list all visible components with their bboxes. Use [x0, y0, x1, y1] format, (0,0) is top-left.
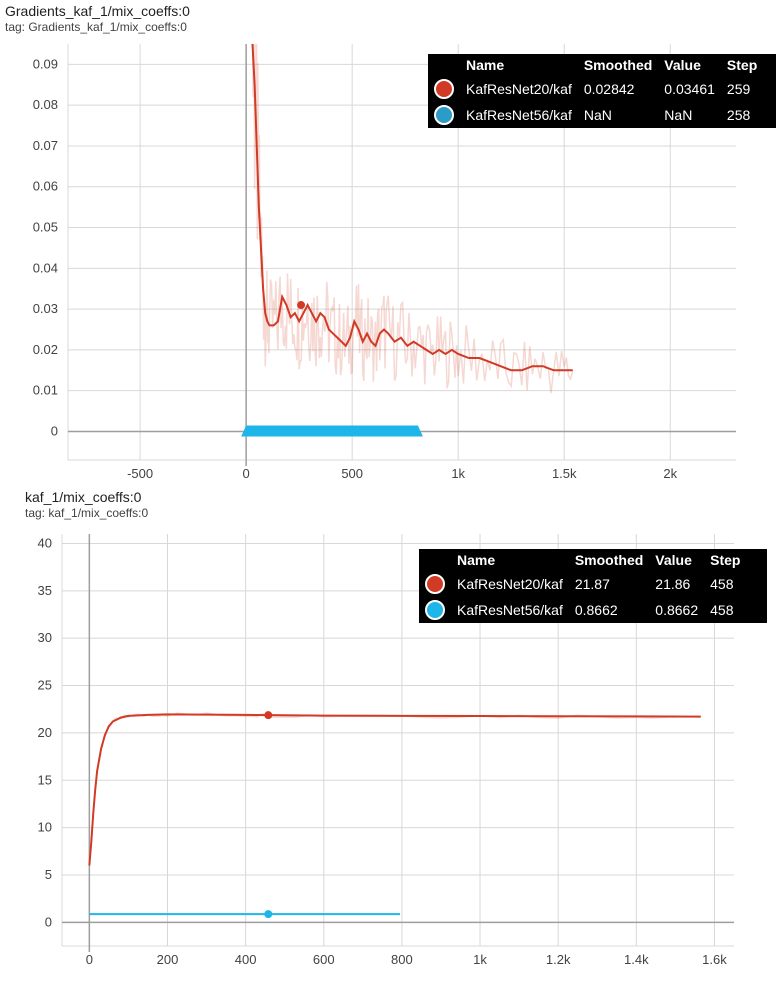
y-tick-label: 0.04: [33, 260, 58, 275]
tooltip-series-name: KafResNet56/kaf: [457, 602, 563, 618]
y-tick-label: 15: [38, 772, 52, 787]
chart1-title: Gradients_kaf_1/mix_coeffs:0: [5, 3, 190, 19]
series-smoothed-line-0: [251, 44, 573, 372]
tooltip-step: 458: [710, 602, 734, 618]
tooltip-value: 0.03461: [664, 81, 715, 97]
tooltip-row: KafResNet20/kaf 21.87 21.86 458: [419, 571, 746, 597]
y-tick-label: 35: [38, 583, 52, 598]
x-tick-label: 2k: [663, 466, 677, 481]
tooltip-row: KafResNet20/kaf 0.02842 0.03461 259: [428, 76, 763, 102]
tooltip-series-name: KafResNet20/kaf: [457, 576, 563, 592]
x-tick-label: 1.2k: [546, 952, 571, 967]
y-tick-label: 0.02: [33, 342, 58, 357]
y-tick-label: 10: [38, 820, 52, 835]
series-raw-line-0: [251, 44, 574, 394]
y-tick-label: 30: [38, 630, 52, 645]
tooltip-smoothed-value: 0.8662: [574, 602, 618, 618]
tooltip-header-name: Name: [457, 552, 496, 568]
series-raw-line-0: [88, 712, 701, 866]
series-group: [241, 44, 574, 437]
tooltip-row: KafResNet56/kaf NaN NaN 258: [428, 102, 763, 128]
chart1-tag: tag: Gradients_kaf_1/mix_coeffs:0: [5, 20, 187, 34]
series-hover-marker-1: [264, 910, 273, 919]
x-tick-label: 1.4k: [624, 952, 649, 967]
x-tick-label: 1k: [473, 952, 487, 967]
series-color-icon: [434, 105, 454, 125]
tooltip-series-name: KafResNet20/kaf: [466, 81, 572, 97]
y-tick-label: 0.08: [33, 97, 58, 112]
y-tick-label: 0.05: [33, 220, 58, 235]
x-tick-label: 400: [235, 952, 257, 967]
tooltip-header-smoothed: Smoothed: [583, 57, 653, 73]
tooltip-smoothed-value: 21.87: [574, 576, 610, 592]
tooltip-header-step: Step: [726, 57, 758, 73]
tooltip-header-step: Step: [710, 552, 741, 568]
tooltip-header-value: Value: [655, 552, 692, 568]
chart1-tooltip: Name Smoothed Value Step KafResNet20/kaf…: [428, 54, 776, 128]
series-color-icon: [434, 79, 454, 99]
tooltip-value: 0.8662: [655, 602, 699, 618]
tooltip-smoothed-value: 0.02842: [583, 81, 635, 97]
tooltip-header-value: Value: [664, 57, 701, 73]
y-tick-label: 0.07: [33, 138, 58, 153]
y-tick-label: 5: [45, 867, 52, 882]
y-tick-label: 0.01: [33, 383, 58, 398]
tooltip-smoothed-value: NaN: [583, 107, 612, 123]
x-tick-label: 1.6k: [702, 952, 727, 967]
y-tick-label: 40: [38, 535, 52, 550]
chart2-tag: tag: kaf_1/mix_coeffs:0: [25, 506, 149, 520]
x-tick-label: -500: [127, 466, 153, 481]
series-color-icon: [425, 600, 445, 620]
tooltip-step: 259: [726, 81, 751, 97]
y-tick-label: 0.09: [33, 56, 58, 71]
x-tick-label: 0: [86, 952, 93, 967]
x-tick-label: 1k: [451, 466, 465, 481]
y-tick-label: 0: [45, 914, 52, 929]
x-tick-label: 200: [157, 952, 179, 967]
tooltip-step: 458: [710, 576, 734, 592]
tooltip-value: NaN: [664, 107, 693, 123]
y-tick-label: 0.06: [33, 179, 58, 194]
x-tick-label: 500: [341, 466, 363, 481]
y-tick-label: 20: [38, 725, 52, 740]
y-tick-label: 0.03: [33, 301, 58, 316]
x-tick-label: 600: [313, 952, 335, 967]
series-smoothed-line-0: [88, 713, 701, 866]
series-group: [88, 712, 701, 916]
tooltip-series-name: KafResNet56/kaf: [466, 107, 572, 123]
chart2-title: kaf_1/mix_coeffs:0: [25, 489, 142, 505]
chart2-plot[interactable]: 0 200 400 600 800 1k 1.2k 1.4k 1.6k 0 5 10 15 20 25 30 3…: [0, 520, 778, 1000]
x-tick-label: 800: [391, 952, 413, 967]
series-hover-marker-0: [297, 301, 306, 310]
series-color-icon: [425, 574, 445, 594]
y-tick-label: 25: [38, 678, 52, 693]
series-band-1: [241, 425, 423, 437]
chart1-plot[interactable]: -500 0 500 1k 1.5k 2k 0 0.01 0.02 0.03 0.04 0.05 0.0…: [0, 0, 778, 490]
tooltip-row: KafResNet56/kaf 0.8662 0.8662 458: [419, 597, 746, 623]
tooltip-header-name: Name: [466, 57, 505, 73]
x-tick-label: 0: [243, 466, 250, 481]
tooltip-step: 258: [726, 107, 751, 123]
x-tick-label: 1.5k: [552, 466, 577, 481]
tooltip-header-smoothed: Smoothed: [574, 552, 644, 568]
y-tick-label: 0: [51, 423, 58, 438]
series-hover-marker-0: [264, 711, 273, 720]
tooltip-value: 21.86: [655, 576, 691, 592]
chart2-tooltip: Name Smoothed Value Step KafResNet20/kaf…: [419, 549, 767, 623]
